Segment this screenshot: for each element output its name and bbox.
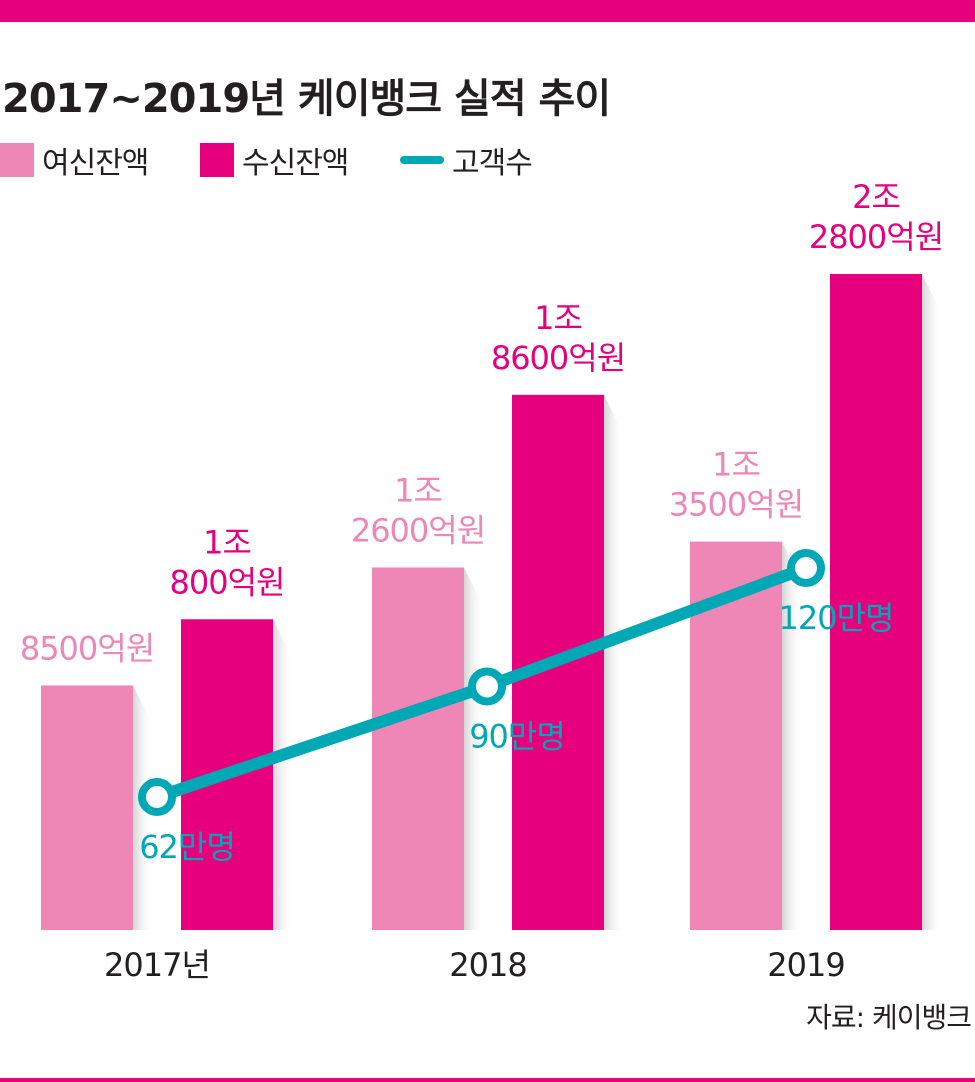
legend-label-customers: 고객수 xyxy=(452,146,533,181)
data-label-deposits-1-line-2: 800억원 xyxy=(170,563,285,601)
legend-label-deposits: 수신잔액 xyxy=(242,146,349,181)
top-accent-bar xyxy=(0,0,975,22)
bar-shadow-deposits-3 xyxy=(922,274,942,930)
data-label-loans-3-line-2: 3500억원 xyxy=(669,486,803,524)
data-label-loans-3-line-1: 1조 xyxy=(712,446,760,484)
bar-deposits-3 xyxy=(830,274,922,930)
x-tick-label-3: 2019 xyxy=(767,946,844,984)
bottom-accent-line xyxy=(0,1078,975,1082)
bar-loans-2 xyxy=(372,567,464,930)
data-label-deposits-3-line-1: 2조 xyxy=(852,178,900,216)
data-label-deposits-1-line-1: 1조 xyxy=(203,523,251,561)
customers-point-1 xyxy=(138,778,176,816)
bar-loans-1 xyxy=(41,685,133,930)
bar-shadow-deposits-2 xyxy=(604,394,624,930)
legend-item-loans: 여신잔액 xyxy=(0,140,149,181)
x-tick-label-1: 2017년 xyxy=(104,946,210,984)
legend-item-customers: 고객수 xyxy=(400,140,533,181)
x-tick-label-2: 2018 xyxy=(449,946,526,984)
bar-shadow-loans-2 xyxy=(464,567,484,930)
data-label-customers-1: 62만명 xyxy=(139,828,235,866)
data-label-customers-2: 90만명 xyxy=(469,717,565,755)
data-label-customers-3: 120만명 xyxy=(779,599,894,637)
data-label-deposits-3-line-2: 2800억원 xyxy=(809,218,943,256)
data-label-loans-1-line-1: 8500억원 xyxy=(20,629,154,667)
legend-swatch-deposits xyxy=(200,143,234,177)
data-label-loans-2-line-2: 2600억원 xyxy=(351,511,485,549)
data-label-loans-2-line-1: 1조 xyxy=(394,471,442,509)
source-note: 자료: 케이뱅크 xyxy=(806,1001,972,1034)
data-label-deposits-2-line-2: 8600억원 xyxy=(491,339,625,377)
customers-point-2 xyxy=(468,667,506,706)
chart-title: 2017~2019년 케이뱅크 실적 추이 xyxy=(2,76,611,122)
data-label-deposits-2-line-1: 1조 xyxy=(534,299,582,337)
legend-swatch-customers xyxy=(400,156,444,164)
legend-item-deposits: 수신잔액 xyxy=(200,140,349,181)
customers-point-3 xyxy=(787,549,825,587)
bar-shadow-deposits-1 xyxy=(273,619,293,930)
bar-shadow-loans-3 xyxy=(782,541,802,930)
legend-label-loans: 여신잔액 xyxy=(42,146,149,181)
legend-swatch-loans xyxy=(0,143,34,177)
